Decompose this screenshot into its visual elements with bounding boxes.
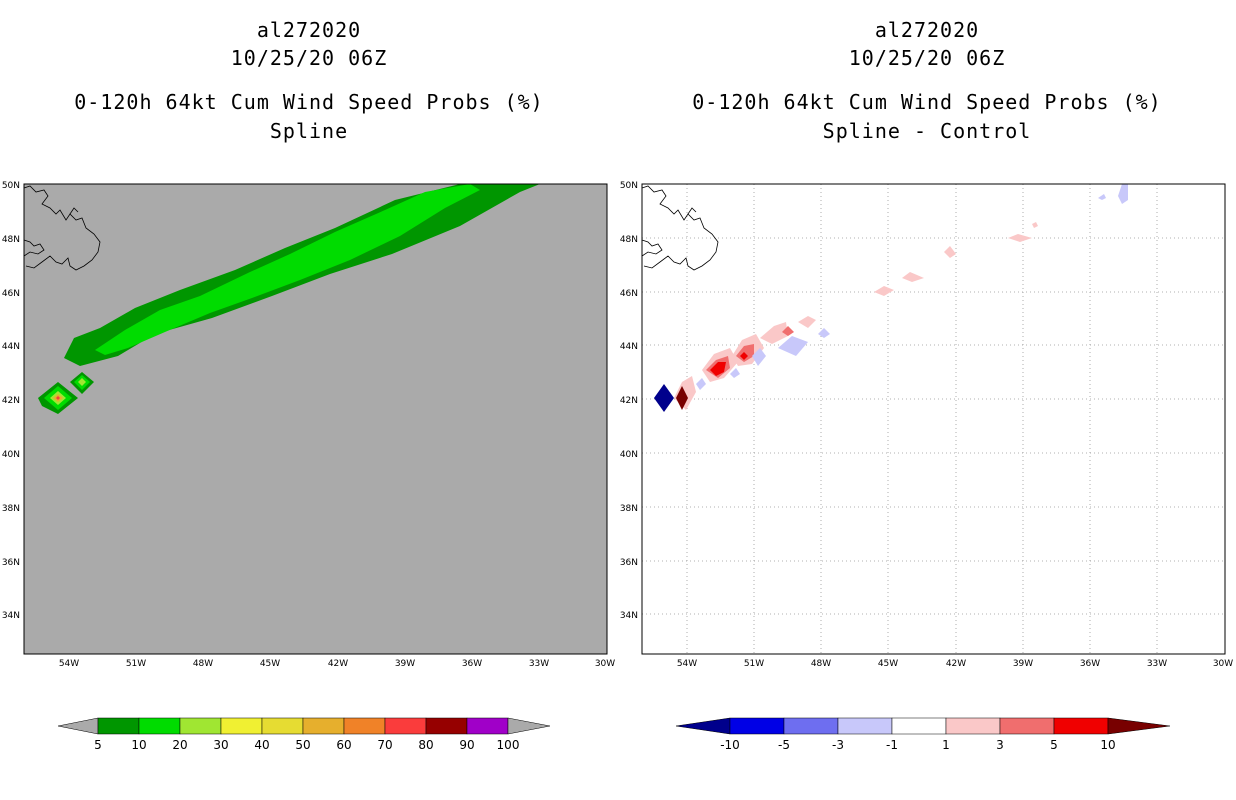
lat-tick: 46N xyxy=(620,289,638,299)
colorbar-swatch xyxy=(425,717,468,735)
right-map-frame xyxy=(641,183,1226,655)
lat-tick: 38N xyxy=(620,504,638,514)
lat-tick: 42N xyxy=(2,396,20,406)
lon-tick: 51W xyxy=(744,659,764,669)
lat-tick: 44N xyxy=(620,342,638,352)
right-coastline xyxy=(641,185,719,271)
right-title-variant: Spline - Control xyxy=(822,119,1032,143)
colorbar-label: 5 xyxy=(1050,738,1058,752)
right-colorbar-high-extend xyxy=(1107,717,1171,735)
left-title-datetime: 10/25/20 06Z xyxy=(230,46,388,70)
lon-tick: 45W xyxy=(260,659,280,669)
right-colorbar-low-extend xyxy=(675,717,731,735)
left-lat-ticks: 50N 48N 46N 44N 42N 40N 38N 36N 34N xyxy=(2,181,20,621)
colorbar-label: 20 xyxy=(172,738,187,752)
right-lon-ticks: 54W 51W 48W 45W 42W 39W 36W 33W 30W xyxy=(677,659,1233,669)
lat-tick: 36N xyxy=(2,558,20,568)
colorbar-swatch xyxy=(783,717,839,735)
left-coastline xyxy=(23,185,101,271)
left-lon-ticks: 54W 51W 48W 45W 42W 39W 36W 33W 30W xyxy=(59,659,615,669)
lon-tick: 30W xyxy=(595,659,615,669)
colorbar-label: 100 xyxy=(497,738,520,752)
lon-tick: 54W xyxy=(677,659,697,669)
left-probability-swath xyxy=(38,184,540,414)
colorbar-label: -10 xyxy=(720,738,740,752)
colorbar-swatch xyxy=(97,717,140,735)
colorbar-swatch xyxy=(837,717,893,735)
colorbar-swatch xyxy=(261,717,304,735)
lon-tick: 39W xyxy=(1013,659,1033,669)
colorbar-swatch xyxy=(999,717,1055,735)
left-colorbar: 5 10 20 30 40 50 60 70 80 90 100 xyxy=(57,717,551,752)
right-map: 50N 48N 46N 44N 42N 40N 38N 36N 34N 54W … xyxy=(620,181,1233,669)
colorbar-swatch xyxy=(945,717,1001,735)
colorbar-swatch xyxy=(466,717,509,735)
colorbar-label: 1 xyxy=(942,738,950,752)
lon-tick: 36W xyxy=(1080,659,1100,669)
colorbar-swatch xyxy=(384,717,427,735)
colorbar-label: 30 xyxy=(213,738,228,752)
lon-tick: 42W xyxy=(946,659,966,669)
colorbar-label: 60 xyxy=(336,738,351,752)
colorbar-swatch xyxy=(891,717,947,735)
colorbar-label: 50 xyxy=(295,738,310,752)
colorbar-swatch xyxy=(302,717,345,735)
lat-tick: 48N xyxy=(620,235,638,245)
colorbar-label: 5 xyxy=(94,738,102,752)
left-colorbar-low-extend xyxy=(57,717,99,735)
colorbar-label: -1 xyxy=(886,738,898,752)
colorbar-label: -3 xyxy=(832,738,844,752)
left-colorbar-high-extend xyxy=(507,717,551,735)
lat-tick: 36N xyxy=(620,558,638,568)
lon-tick: 48W xyxy=(193,659,213,669)
right-title-product: 0-120h 64kt Cum Wind Speed Probs (%) xyxy=(692,90,1162,114)
left-title-product: 0-120h 64kt Cum Wind Speed Probs (%) xyxy=(74,90,544,114)
lon-tick: 45W xyxy=(878,659,898,669)
lat-tick: 50N xyxy=(620,181,638,191)
lat-tick: 50N xyxy=(2,181,20,191)
right-colorbar: -10 -5 -3 -1 1 3 5 10 xyxy=(675,717,1171,752)
colorbar-swatch xyxy=(179,717,222,735)
colorbar-label: 3 xyxy=(996,738,1004,752)
right-title-storm-id: al272020 xyxy=(874,18,980,42)
colorbar-label: 80 xyxy=(418,738,433,752)
lon-tick: 33W xyxy=(529,659,549,669)
lat-tick: 44N xyxy=(2,342,20,352)
colorbar-swatch xyxy=(729,717,785,735)
lat-tick: 38N xyxy=(2,504,20,514)
right-title-datetime: 10/25/20 06Z xyxy=(848,46,1006,70)
lon-tick: 36W xyxy=(462,659,482,669)
lat-tick: 48N xyxy=(2,235,20,245)
lon-tick: 51W xyxy=(126,659,146,669)
colorbar-label: 10 xyxy=(1100,738,1115,752)
lat-tick: 46N xyxy=(2,289,20,299)
left-map: 50N 48N 46N 44N 42N 40N 38N 36N 34N 54W … xyxy=(2,181,615,669)
left-title-storm-id: al272020 xyxy=(256,18,362,42)
colorbar-swatch xyxy=(1053,717,1109,735)
left-title-variant: Spline xyxy=(269,119,349,143)
colorbar-label: 70 xyxy=(377,738,392,752)
colorbar-swatch xyxy=(220,717,263,735)
left-map-frame xyxy=(23,183,608,655)
right-difference-field xyxy=(654,184,1128,412)
colorbar-label: 10 xyxy=(131,738,146,752)
lon-tick: 42W xyxy=(328,659,348,669)
lat-tick: 42N xyxy=(620,396,638,406)
colorbar-label: 90 xyxy=(459,738,474,752)
colorbar-label: -5 xyxy=(778,738,790,752)
lon-tick: 39W xyxy=(395,659,415,669)
right-map-background xyxy=(642,184,1225,654)
lat-tick: 40N xyxy=(2,450,20,460)
colorbar-swatch xyxy=(343,717,386,735)
lat-tick: 40N xyxy=(620,450,638,460)
lat-tick: 34N xyxy=(620,611,638,621)
right-lat-ticks: 50N 48N 46N 44N 42N 40N 38N 36N 34N xyxy=(620,181,638,621)
lat-tick: 34N xyxy=(2,611,20,621)
lon-tick: 48W xyxy=(811,659,831,669)
lon-tick: 33W xyxy=(1147,659,1167,669)
colorbar-label: 40 xyxy=(254,738,269,752)
colorbar-swatch xyxy=(138,717,181,735)
lon-tick: 30W xyxy=(1213,659,1233,669)
lon-tick: 54W xyxy=(59,659,79,669)
